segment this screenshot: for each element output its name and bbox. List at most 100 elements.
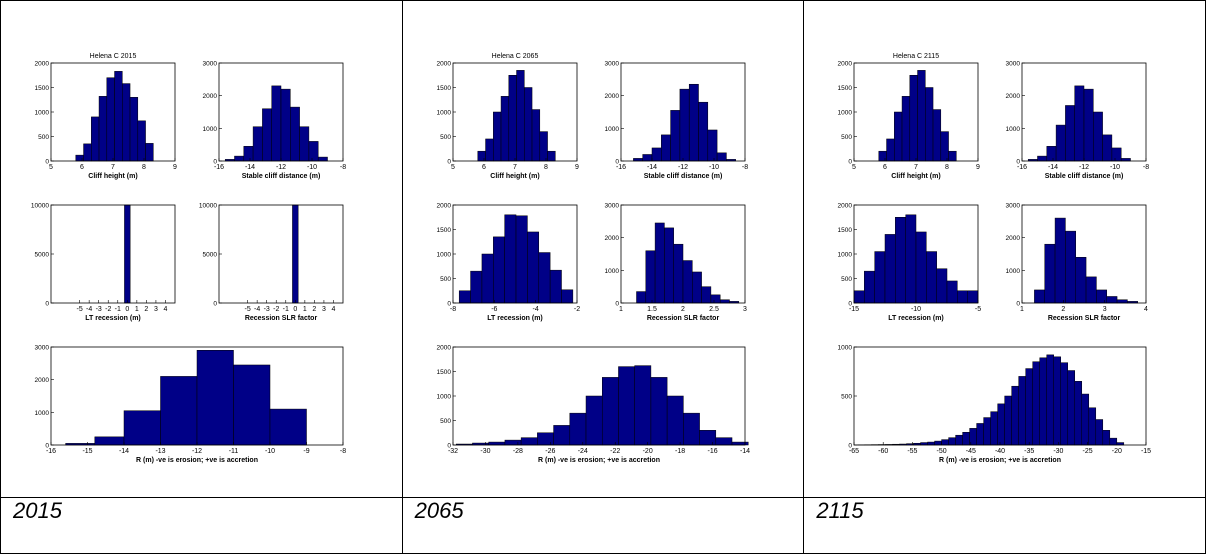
histogram-bar — [910, 75, 918, 161]
histogram-bar — [1026, 369, 1033, 445]
histogram-bar — [470, 271, 481, 303]
histogram-bar — [667, 396, 683, 445]
y-tick-label: 0 — [45, 443, 49, 450]
histogram-bar — [1066, 231, 1076, 303]
histogram-bar — [707, 130, 716, 161]
histogram-bar — [652, 148, 661, 161]
x-tick-label: 2 — [312, 306, 316, 313]
y-tick-label: 500 — [38, 134, 49, 141]
chart-title: Helena C 2115 — [893, 53, 939, 60]
histogram-2-e: -65-60-55-50-45-40-35-30-25-20-150500100… — [838, 345, 1152, 465]
x-tick-label: -10 — [265, 448, 275, 455]
histogram-bar — [1019, 376, 1026, 445]
histogram-bar — [991, 412, 998, 445]
x-tick-label: 6 — [482, 164, 486, 171]
y-tick-label: 1000 — [604, 268, 619, 275]
y-tick-label: 0 — [447, 301, 451, 308]
histogram-bar — [935, 441, 942, 445]
y-tick-label: 500 — [841, 134, 852, 141]
histogram-bar — [683, 261, 692, 303]
histogram-bar — [197, 350, 234, 445]
x-axis-label: R (m) -ve is erosion; +ve is accretion — [538, 457, 660, 464]
histogram-bar — [482, 254, 493, 303]
histogram-bar — [854, 291, 864, 303]
y-tick-label: 2000 — [604, 235, 619, 242]
x-tick-label: 3 — [1103, 306, 1107, 313]
y-tick-label: 3000 — [35, 345, 50, 352]
histogram-bar — [124, 205, 130, 303]
chart-title: Helena C 2015 — [90, 53, 137, 60]
y-tick-label: 1000 — [436, 252, 451, 259]
x-tick-label: -15 — [82, 448, 92, 455]
x-axis-label: Recession SLR factor — [646, 315, 719, 322]
histogram-bar — [655, 223, 664, 303]
x-tick-label: 5 — [49, 164, 53, 171]
histogram-bar — [292, 205, 298, 303]
y-tick-label: 2000 — [436, 345, 451, 352]
histogram-0-e: -16-15-14-13-12-11-10-9-80100020003000R … — [35, 345, 347, 465]
x-tick-label: -12 — [192, 448, 202, 455]
histogram-bar — [95, 437, 124, 445]
y-tick-label: 2000 — [35, 61, 50, 68]
x-tick-label: 7 — [914, 164, 918, 171]
y-tick-label: 2000 — [838, 203, 853, 210]
histogram-bar — [916, 232, 926, 303]
histogram-bar — [937, 269, 947, 303]
y-tick-label: 2000 — [604, 93, 619, 100]
histogram-bar — [984, 418, 991, 445]
histogram-bar — [715, 438, 731, 445]
y-tick-label: 0 — [1017, 159, 1021, 166]
histogram-bar — [865, 271, 875, 303]
histogram-bar — [1084, 89, 1093, 161]
y-tick-label: 0 — [213, 159, 217, 166]
y-tick-label: 500 — [841, 276, 852, 283]
histogram-bar — [918, 70, 926, 161]
x-tick-label: 0 — [125, 306, 129, 313]
histogram-bar — [941, 132, 949, 161]
histogram-bar — [1089, 408, 1096, 445]
x-axis-label: Recession SLR factor — [245, 315, 318, 322]
x-tick-label: -4 — [86, 306, 92, 313]
x-axis-label: R (m) -ve is erosion; +ve is accretion — [939, 457, 1061, 464]
x-tick-label: -28 — [512, 448, 522, 455]
y-tick-label: 1500 — [838, 85, 853, 92]
y-tick-label: 1000 — [436, 110, 451, 117]
x-axis-label: Cliff height (m) — [892, 173, 941, 180]
histogram-bar — [234, 365, 271, 445]
x-tick-label: -10 — [307, 164, 317, 171]
histogram-bar — [1005, 396, 1012, 445]
histogram-bar — [732, 442, 748, 445]
x-axis-label: Recession SLR factor — [1048, 315, 1121, 322]
histogram-bar — [673, 244, 682, 303]
histogram-bar — [958, 291, 968, 303]
histogram-bar — [933, 110, 941, 161]
y-tick-label: 1000 — [1006, 126, 1021, 133]
histogram-bar — [717, 153, 726, 161]
histogram-bar — [949, 151, 957, 161]
x-tick-label: -60 — [878, 448, 888, 455]
histogram-bar — [1035, 290, 1045, 303]
x-tick-label: -12 — [276, 164, 286, 171]
chart-title: Helena C 2065 — [491, 53, 538, 60]
histogram-bar — [1068, 371, 1075, 445]
y-tick-label: 3000 — [604, 61, 619, 68]
histogram-1-e: -32-30-28-26-24-22-20-18-16-140500100015… — [436, 345, 750, 465]
x-tick-label: -30 — [480, 448, 490, 455]
histogram-bar — [1103, 135, 1112, 161]
y-tick-label: 10000 — [199, 203, 217, 210]
histogram-bar — [689, 84, 698, 161]
histogram-bar — [963, 432, 970, 445]
histogram-bar — [521, 438, 537, 445]
x-tick-label: -2 — [105, 306, 111, 313]
histogram-bar — [949, 438, 956, 445]
x-tick-label: 4 — [164, 306, 168, 313]
caption-2065: 2065 — [403, 498, 464, 523]
histogram-bar — [670, 110, 679, 161]
y-tick-label: 0 — [213, 301, 217, 308]
